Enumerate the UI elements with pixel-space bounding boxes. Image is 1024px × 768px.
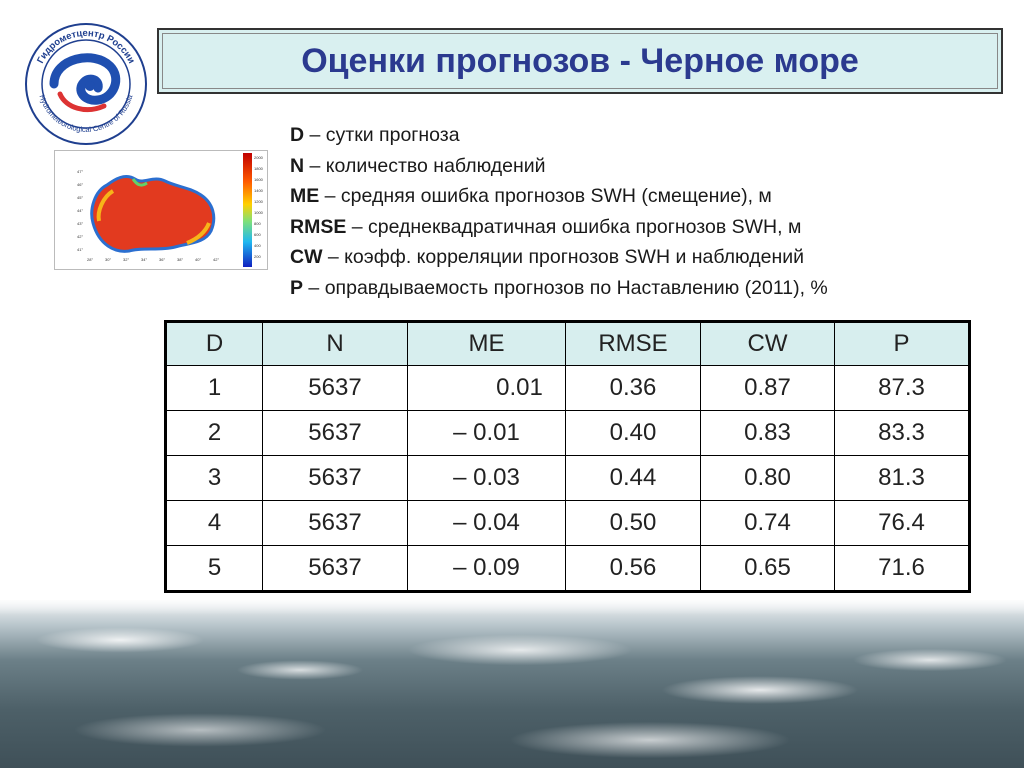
colorbar-tick: 2000: [254, 155, 264, 160]
cell-p: 76.4: [834, 500, 970, 546]
legend-item: CW – коэфф. корреляции прогнозов SWH и н…: [290, 242, 1010, 273]
lon-tick: 40°: [195, 257, 201, 262]
colorbar-tick: 1200: [254, 199, 264, 204]
cell-n: 5637: [262, 545, 408, 592]
legend-key: RMSE: [290, 215, 347, 238]
sea-shape: [90, 175, 216, 253]
cell-me: – 0.04: [407, 500, 566, 546]
cell-me: – 0.09: [407, 545, 566, 592]
colorbar-tick: 800: [254, 221, 261, 226]
lon-tick: 36°: [159, 257, 165, 262]
cell-d: 3: [165, 455, 263, 501]
column-header-p: P: [834, 321, 970, 366]
table-row: 2 5637 – 0.01 0.40 0.83 83.3: [165, 410, 970, 456]
table-row: 1 5637 0.01 0.36 0.87 87.3: [165, 365, 970, 411]
legend-item: RMSE – среднеквадратичная ошибка прогноз…: [290, 212, 1010, 243]
lat-tick: 42°: [77, 234, 83, 239]
cell-cw: 0.87: [700, 365, 835, 411]
colorbar-tick: 1000: [254, 210, 264, 215]
lon-tick: 30°: [105, 257, 111, 262]
lat-tick: 47°: [77, 169, 83, 174]
sea-background: [0, 600, 1024, 768]
legend-item: N – количество наблюдений: [290, 151, 1010, 182]
hydromet-logo: Гидрометцентр России Hydrometeorological…: [25, 23, 147, 145]
black-sea-swh-map: 47° 46° 45° 44° 43° 42° 41° 28° 30° 32° …: [54, 150, 268, 270]
cell-me: 0.01: [407, 365, 566, 411]
lon-tick: 38°: [177, 257, 183, 262]
lon-tick: 34°: [141, 257, 147, 262]
colorbar-tick: 200: [254, 254, 261, 259]
table-row: 3 5637 – 0.03 0.44 0.80 81.3: [165, 455, 970, 501]
legend-text: – оправдываемость прогнозов по Наставлен…: [303, 276, 828, 299]
cell-rmse: 0.50: [565, 500, 701, 546]
colorbar-tick: 1800: [254, 166, 264, 171]
cell-p: 81.3: [834, 455, 970, 501]
cell-cw: 0.74: [700, 500, 835, 546]
legend-item: D – сутки прогноза: [290, 120, 1010, 151]
cell-p: 87.3: [834, 365, 970, 411]
cell-p: 71.6: [834, 545, 970, 592]
lon-tick: 42°: [213, 257, 219, 262]
table-row: 5 5637 – 0.09 0.56 0.65 71.6: [165, 545, 970, 592]
legend-key: CW: [290, 246, 323, 268]
table-header-row: D N ME RMSE CW P: [165, 321, 970, 366]
column-header-n: N: [262, 321, 408, 366]
legend-text: – количество наблюдений: [304, 154, 546, 177]
colorbar-tick: 600: [254, 232, 261, 237]
cell-n: 5637: [262, 500, 408, 546]
cell-p: 83.3: [834, 410, 970, 456]
legend-text: – средняя ошибка прогнозов SWH (смещение…: [319, 185, 772, 207]
legend-item: P – оправдываемость прогнозов по Наставл…: [290, 273, 1010, 304]
title-box: Оценки прогнозов - Черное море: [157, 28, 1003, 94]
cell-n: 5637: [262, 410, 408, 456]
colorbar-tick: 1400: [254, 188, 264, 193]
forecast-stats-table: D N ME RMSE CW P 1 5637 0.01 0.36 0.87 8…: [164, 320, 971, 593]
cell-n: 5637: [262, 365, 408, 411]
legend-key: ME: [290, 185, 320, 207]
lon-tick: 28°: [87, 257, 93, 262]
lat-tick: 44°: [77, 208, 83, 213]
legend-key: N: [290, 154, 305, 177]
lat-tick: 43°: [77, 221, 83, 226]
map-figure: 47° 46° 45° 44° 43° 42° 41° 28° 30° 32° …: [77, 153, 264, 267]
lat-tick: 45°: [77, 195, 83, 200]
legend-item: ME – средняя ошибка прогнозов SWH (смеще…: [290, 181, 1010, 212]
legend-text: – среднеквадратичная ошибка прогнозов SW…: [346, 215, 802, 238]
cell-rmse: 0.36: [565, 365, 701, 411]
page-title: Оценки прогнозов - Черное море: [301, 41, 859, 80]
lat-tick: 46°: [77, 182, 83, 187]
legend-key: P: [290, 276, 304, 299]
colorbar-tick: 400: [254, 243, 261, 248]
cell-rmse: 0.40: [565, 410, 701, 456]
column-header-cw: CW: [700, 321, 835, 366]
cell-d: 4: [165, 500, 263, 546]
colorbar: [243, 153, 252, 267]
colorbar-tick: 1600: [254, 177, 264, 182]
cell-rmse: 0.44: [565, 455, 701, 501]
cell-d: 2: [165, 410, 263, 456]
cell-cw: 0.65: [700, 545, 835, 592]
column-header-d: D: [165, 321, 263, 366]
sea-fade: [0, 595, 1024, 615]
cell-n: 5637: [262, 455, 408, 501]
table-row: 4 5637 – 0.04 0.50 0.74 76.4: [165, 500, 970, 546]
legend-key: D: [290, 124, 305, 146]
cell-d: 5: [165, 545, 263, 592]
lon-tick: 32°: [123, 257, 129, 262]
column-header-rmse: RMSE: [565, 321, 701, 366]
cell-me: – 0.03: [407, 455, 566, 501]
cell-me: – 0.01: [407, 410, 566, 456]
column-header-me: ME: [407, 321, 566, 366]
legend-text: – коэфф. корреляции прогнозов SWH и набл…: [322, 246, 805, 268]
legend-text: – сутки прогноза: [304, 124, 460, 146]
cell-cw: 0.80: [700, 455, 835, 501]
lat-tick: 41°: [77, 247, 83, 252]
cell-cw: 0.83: [700, 410, 835, 456]
cell-rmse: 0.56: [565, 545, 701, 592]
cell-d: 1: [165, 365, 263, 411]
abbreviation-legend: D – сутки прогноза N – количество наблюд…: [290, 120, 1010, 303]
